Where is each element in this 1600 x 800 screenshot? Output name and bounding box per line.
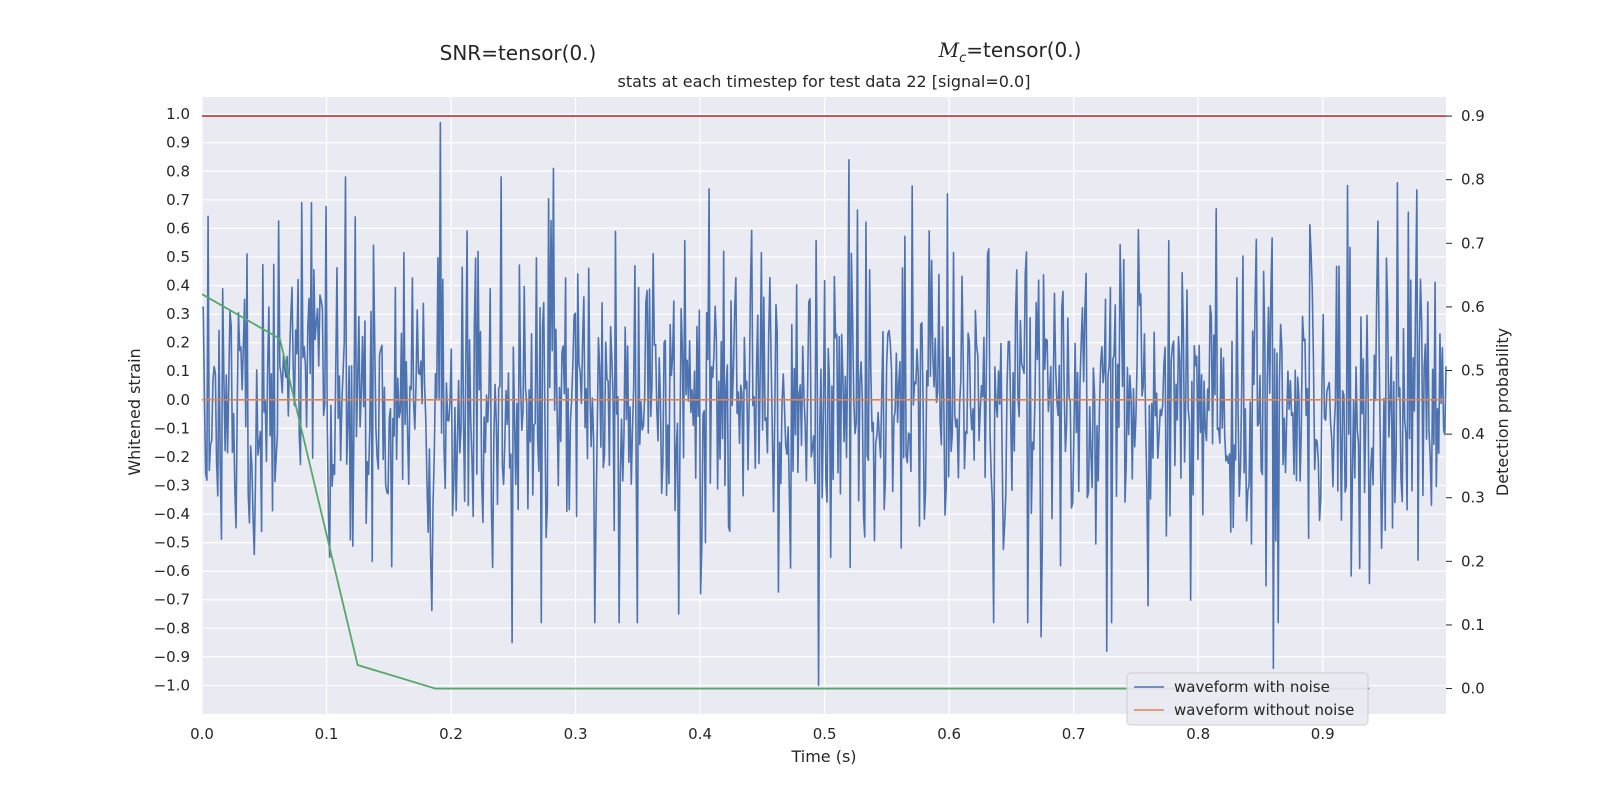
y2-tick-label: 0.9 — [1461, 107, 1485, 125]
legend-box — [1126, 672, 1369, 726]
series-waveform-with-noise — [201, 121, 1447, 687]
legend-label-noisy: waveform with noise — [1174, 678, 1330, 696]
y-tick-label: 1.0 — [166, 105, 190, 123]
x-tick-label: 0.1 — [315, 725, 339, 743]
y2-axis-label: Detection probability — [1493, 328, 1512, 496]
x-tick-label: 0.8 — [1186, 725, 1210, 743]
y2-tick-label: 0.8 — [1461, 171, 1485, 189]
mc-subscript: c — [959, 51, 967, 66]
legend: waveform with noise waveform without noi… — [1126, 672, 1369, 726]
chirp-mass-label: Mc=tensor(0.) — [900, 38, 1120, 66]
chart-title: stats at each timestep for test data 22 … — [618, 72, 1031, 91]
snr-label: SNR=tensor(0.) — [440, 41, 597, 65]
y2-tick-label: 0.2 — [1461, 552, 1485, 570]
x-tick-label: 0.7 — [1062, 725, 1086, 743]
y-axis-ticks: 1.0 0.9 0.8 0.7 0.6 0.5 0.4 0.3 0.2 0.1 0.0 −0.1 −0.… — [154, 105, 190, 694]
y2-axis-ticks: 0.9 0.8 0.7 0.6 0.5 0.4 0.3 0.2 0.1 0.0 — [1446, 107, 1485, 698]
y-tick-label: 0.5 — [166, 248, 190, 266]
gridlines — [201, 97, 1446, 714]
x-axis-ticks: 0.0 0.1 0.2 0.3 0.4 0.5 0.6 0.7 0.8 0.9 — [190, 725, 1335, 743]
y-axis-label: Whitened strain — [125, 348, 144, 475]
y-tick-label: −0.7 — [154, 591, 190, 609]
y2-tick-label: 0.5 — [1461, 362, 1485, 380]
x-tick-label: 0.3 — [564, 725, 588, 743]
x-tick-label: 0.6 — [937, 725, 961, 743]
y-tick-label: −0.9 — [154, 648, 190, 666]
mc-symbol: M — [938, 38, 960, 62]
y-tick-label: −0.4 — [154, 505, 190, 523]
noisy-waveform-line — [201, 121, 1447, 687]
y-tick-label: −1.0 — [154, 676, 190, 694]
y-tick-label: 0.2 — [166, 334, 190, 352]
x-tick-label: 0.5 — [813, 725, 837, 743]
y-tick-label: −0.5 — [154, 534, 190, 552]
y-tick-label: −0.6 — [154, 562, 190, 580]
y-tick-label: 0.7 — [166, 191, 190, 209]
y-tick-label: −0.2 — [154, 448, 190, 466]
y-tick-label: −0.1 — [154, 419, 190, 437]
mc-value: =tensor(0.) — [966, 38, 1082, 62]
y-tick-label: −0.3 — [154, 476, 190, 494]
y2-tick-label: 0.6 — [1461, 298, 1485, 316]
y2-tick-label: 0.0 — [1461, 680, 1485, 698]
y-tick-label: 0.6 — [166, 219, 190, 237]
y2-tick-label: 0.7 — [1461, 234, 1485, 252]
y-tick-label: 0.0 — [166, 391, 190, 409]
x-axis-label: Time (s) — [790, 747, 856, 766]
y-tick-label: 0.1 — [166, 362, 190, 380]
y-tick-label: 0.8 — [166, 162, 190, 180]
y2-tick-label: 0.4 — [1461, 425, 1485, 443]
x-tick-label: 0.2 — [439, 725, 463, 743]
y-tick-label: 0.3 — [166, 305, 190, 323]
x-tick-label: 0.0 — [190, 725, 214, 743]
y-tick-label: 0.4 — [166, 277, 190, 295]
x-tick-label: 0.4 — [688, 725, 712, 743]
legend-label-clean: waveform without noise — [1174, 701, 1354, 719]
y-tick-label: −0.8 — [154, 619, 190, 637]
x-tick-label: 0.9 — [1311, 725, 1335, 743]
y-tick-label: 0.9 — [166, 134, 190, 152]
y2-tick-label: 0.3 — [1461, 489, 1485, 507]
y2-tick-label: 0.1 — [1461, 616, 1485, 634]
